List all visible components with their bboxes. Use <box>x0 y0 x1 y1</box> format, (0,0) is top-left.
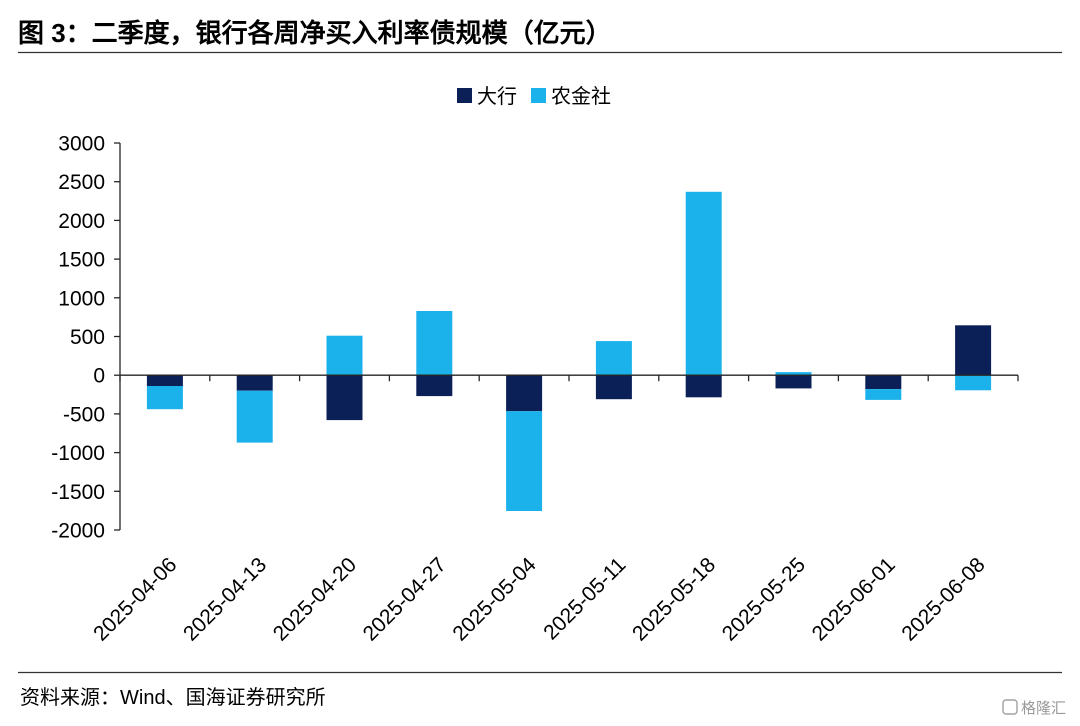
watermark: 格隆汇 <box>1002 699 1066 717</box>
chart-title: 图 3：二季度，银行各周净买入利率债规模（亿元） <box>18 18 612 48</box>
legend-label-series1: 大行 <box>477 85 517 108</box>
y-axis-labels: 3000 2500 2000 1500 1000 500 0 -500 -1000 -1500 -2… <box>51 133 105 543</box>
y-tick-label--500: -500 <box>63 403 105 426</box>
legend-swatch-series1 <box>457 88 472 103</box>
bar-series1-2025-04-06 <box>146 375 183 386</box>
y-tick-label-1500: 1500 <box>58 249 105 272</box>
bar-series1-2025-05-18 <box>685 375 722 398</box>
watermark-logo-icon <box>1002 699 1018 715</box>
bar-series2-2025-04-20 <box>326 335 363 376</box>
y-tick-label--1000: -1000 <box>51 442 105 465</box>
axes-layer <box>114 142 1019 531</box>
source-note: 资料来源：Wind、国海证券研究所 <box>20 686 326 709</box>
y-tick-label--2000: -2000 <box>51 520 105 543</box>
bar-series2-2025-04-13 <box>236 390 273 443</box>
bar-series1-2025-06-01 <box>865 375 902 390</box>
bar-series1-2025-04-13 <box>236 375 273 391</box>
legend: 大行 农金社 <box>457 85 611 108</box>
y-tick-label-2000: 2000 <box>58 210 105 233</box>
bar-series2-2025-05-25 <box>775 372 812 376</box>
bar-series1-2025-06-08 <box>955 325 992 376</box>
y-tick-label-2500: 2500 <box>58 171 105 194</box>
bars-layer <box>146 191 992 511</box>
bar-series1-2025-04-20 <box>326 375 363 421</box>
bar-series1-2025-04-27 <box>416 375 453 397</box>
bar-series1-2025-05-04 <box>506 375 543 412</box>
bar-series2-2025-04-27 <box>416 311 453 376</box>
bar-series1-2025-05-11 <box>595 375 632 400</box>
bar-series2-2025-06-01 <box>865 389 902 400</box>
bar-series2-2025-05-04 <box>506 411 543 511</box>
y-tick-label-3000: 3000 <box>58 133 105 156</box>
legend-label-series2: 农金社 <box>551 85 611 108</box>
y-tick-label--1500: -1500 <box>51 481 105 504</box>
bar-series2-2025-05-18 <box>685 191 722 376</box>
y-tick-label-500: 500 <box>70 326 105 349</box>
y-tick-label-0: 0 <box>93 365 105 388</box>
bar-series2-2025-04-06 <box>146 386 183 410</box>
y-tick-label-1000: 1000 <box>58 287 105 310</box>
bar-series1-2025-05-25 <box>775 375 812 389</box>
bar-series2-2025-06-08 <box>955 375 992 391</box>
bar-series2-2025-05-11 <box>595 341 632 376</box>
watermark-text: 格隆汇 <box>1021 700 1066 717</box>
legend-swatch-series2 <box>531 88 546 103</box>
